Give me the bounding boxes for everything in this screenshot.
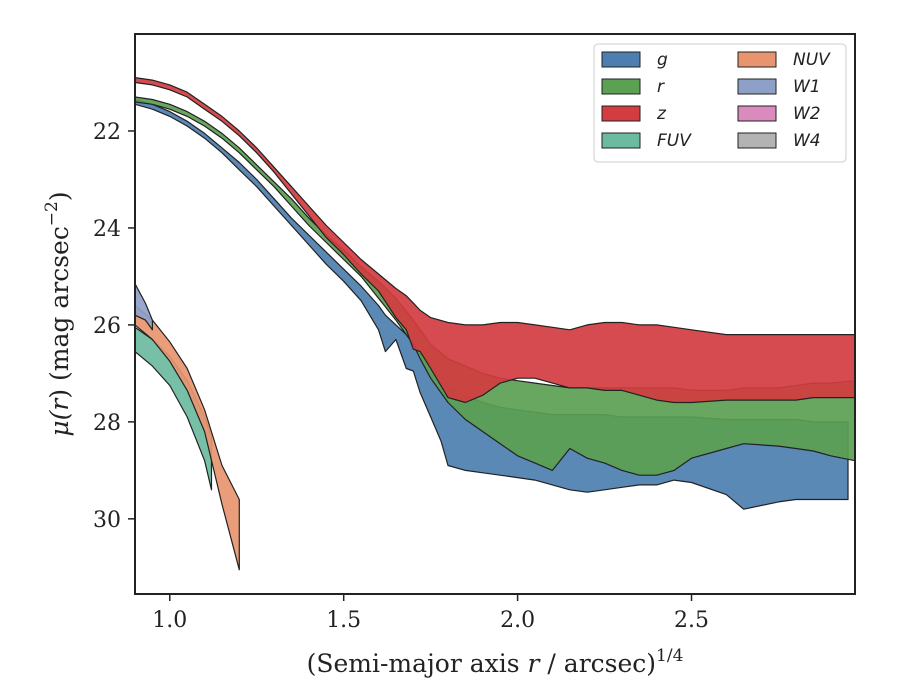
y-axis: 22 24 26 28 30 (93, 120, 135, 533)
legend-swatch-nuv (737, 51, 777, 68)
y-tick-label: 24 (93, 217, 121, 242)
legend-swatch-w2 (737, 105, 777, 122)
legend-label-fuv: FUV (657, 131, 692, 151)
x-tick-label: 2.5 (674, 608, 709, 633)
legend-swatch-w4 (737, 132, 777, 149)
legend-label-w1: W1 (793, 77, 821, 97)
x-tick-label: 1.5 (326, 608, 361, 633)
legend-label-w2: W2 (793, 104, 821, 124)
legend-box (593, 43, 847, 163)
legend-label-z: z (656, 104, 667, 124)
band-nuv (135, 304, 240, 571)
legend-label-w4: W4 (793, 131, 821, 151)
series-bands (135, 76, 855, 571)
plot-frame (134, 33, 856, 595)
band-z (135, 76, 855, 404)
y-axis-label: μ(r) (mag arcsec−2) (42, 191, 74, 436)
x-axis: 1.0 1.5 2.0 2.5 (152, 594, 709, 633)
legend-label-r: r (657, 77, 665, 97)
x-axis-label: (Semi-major axis r / arcsec)1/4 (307, 646, 684, 678)
x-tick-label: 1.0 (152, 608, 187, 633)
y-tick-label: 30 (93, 508, 121, 533)
legend-swatch-r (601, 78, 641, 95)
legend: grz FUV NUV W1 W2 W4 (593, 43, 847, 163)
band-w1 (135, 283, 153, 331)
x-tick-label: 2.0 (500, 608, 535, 633)
y-tick-label: 26 (93, 314, 121, 339)
legend-label-g: g (657, 50, 668, 70)
legend-swatch-g (601, 51, 641, 68)
y-tick-label: 22 (93, 120, 121, 145)
legend-label-nuv: NUV (793, 50, 831, 70)
legend-swatch-w1 (737, 78, 777, 95)
legend-swatch-z (601, 105, 641, 122)
y-tick-label: 28 (93, 411, 121, 436)
legend-swatch-fuv (601, 132, 641, 149)
